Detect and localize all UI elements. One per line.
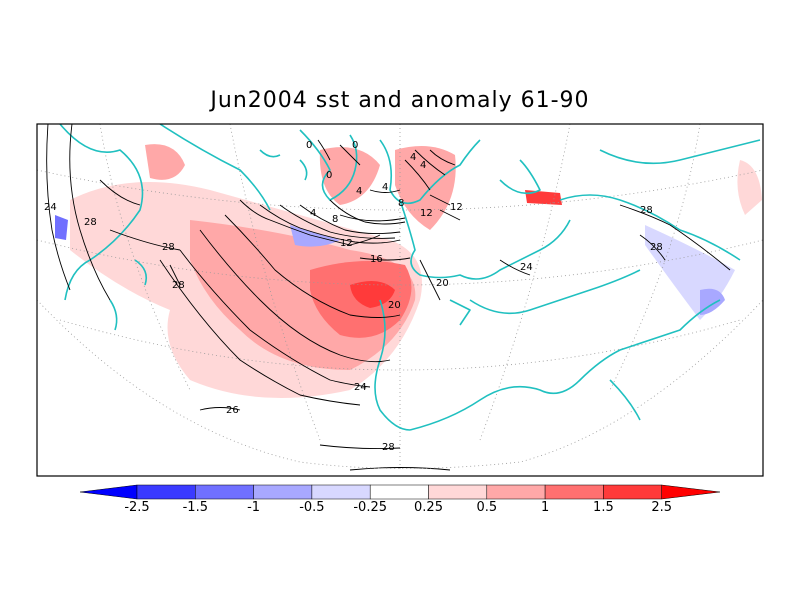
colorbar-bin	[136, 484, 196, 500]
contour-label: 4	[410, 152, 416, 163]
contour-label: 28	[640, 205, 653, 216]
colorbar-bin	[486, 484, 546, 500]
anomaly-positive-pacific	[737, 160, 762, 215]
colorbar	[79, 484, 721, 500]
anomaly-positive-caspian	[525, 190, 562, 205]
contour-label: 28	[650, 242, 663, 253]
contour-label: 8	[332, 214, 338, 225]
contour-label: 4	[420, 160, 426, 171]
contour-label: 0	[326, 170, 332, 181]
contour-label: 4	[310, 208, 316, 219]
colorbar-tick-label: 2.5	[651, 500, 673, 515]
map-frame	[36, 123, 764, 477]
contour-label: 4	[356, 186, 362, 197]
colorbar-tick-label: 1	[540, 500, 550, 515]
colorbar-tick-label: -2.5	[124, 500, 150, 515]
anomaly-positive-max	[350, 281, 395, 308]
colorbar-bin	[603, 484, 662, 500]
contour-label: 12	[420, 208, 433, 219]
map-domain-outline	[37, 299, 763, 469]
colorbar-bin	[311, 484, 371, 500]
contour-label: 24	[44, 202, 57, 213]
sst-contours	[46, 124, 731, 471]
colorbar-bin	[253, 484, 313, 500]
contour-label: 20	[388, 300, 401, 311]
colorbar-bin	[195, 484, 254, 500]
colorbar-tick-label: -1	[247, 500, 261, 515]
contour-label: 12	[340, 238, 353, 249]
coastlines	[59, 124, 761, 431]
contour-label: 12	[450, 202, 463, 213]
colorbar-tick-label: 0.5	[476, 500, 498, 515]
colorbar-bin	[544, 484, 604, 500]
colorbar-bin	[428, 484, 488, 500]
contour-label: 4	[382, 182, 388, 193]
colorbar-arrow-left	[79, 484, 138, 500]
contour-label: 8	[398, 198, 404, 209]
contour-label: 16	[370, 254, 383, 265]
contour-label: 0	[306, 140, 312, 151]
contour-label: 20	[436, 278, 449, 289]
contour-label: 28	[84, 217, 97, 228]
colorbar-tick-label: -0.5	[299, 500, 325, 515]
colorbar-arrow-right	[661, 484, 721, 500]
anomaly-positive-icelandsea	[145, 144, 185, 180]
contour-label: 24	[354, 382, 367, 393]
contour-label: 0	[352, 140, 358, 151]
colorbar-tick-label: 1.5	[593, 500, 614, 515]
map-title: Jun2004 sst and anomaly 61-90	[210, 88, 590, 113]
contour-label: 28	[382, 442, 395, 453]
anomaly-positive-northsea	[319, 147, 380, 205]
contour-label: 26	[226, 405, 239, 416]
colorbar-tick-label: -0.25	[353, 500, 388, 515]
colorbar-bin	[369, 484, 429, 500]
anomaly-positive-baltic	[395, 146, 456, 230]
colorbar-tick-label: -1.5	[182, 500, 208, 515]
contour-label: 28	[162, 242, 175, 253]
anomaly-negative-west	[55, 215, 68, 240]
colorbar-tick-label: 0.25	[414, 500, 443, 515]
contour-labels: 24 28 28 28 0 0 0 4 4 4 4 4 8 8 12 12 12…	[44, 140, 663, 453]
contour-label: 24	[520, 262, 533, 273]
contour-label: 28	[172, 280, 185, 291]
